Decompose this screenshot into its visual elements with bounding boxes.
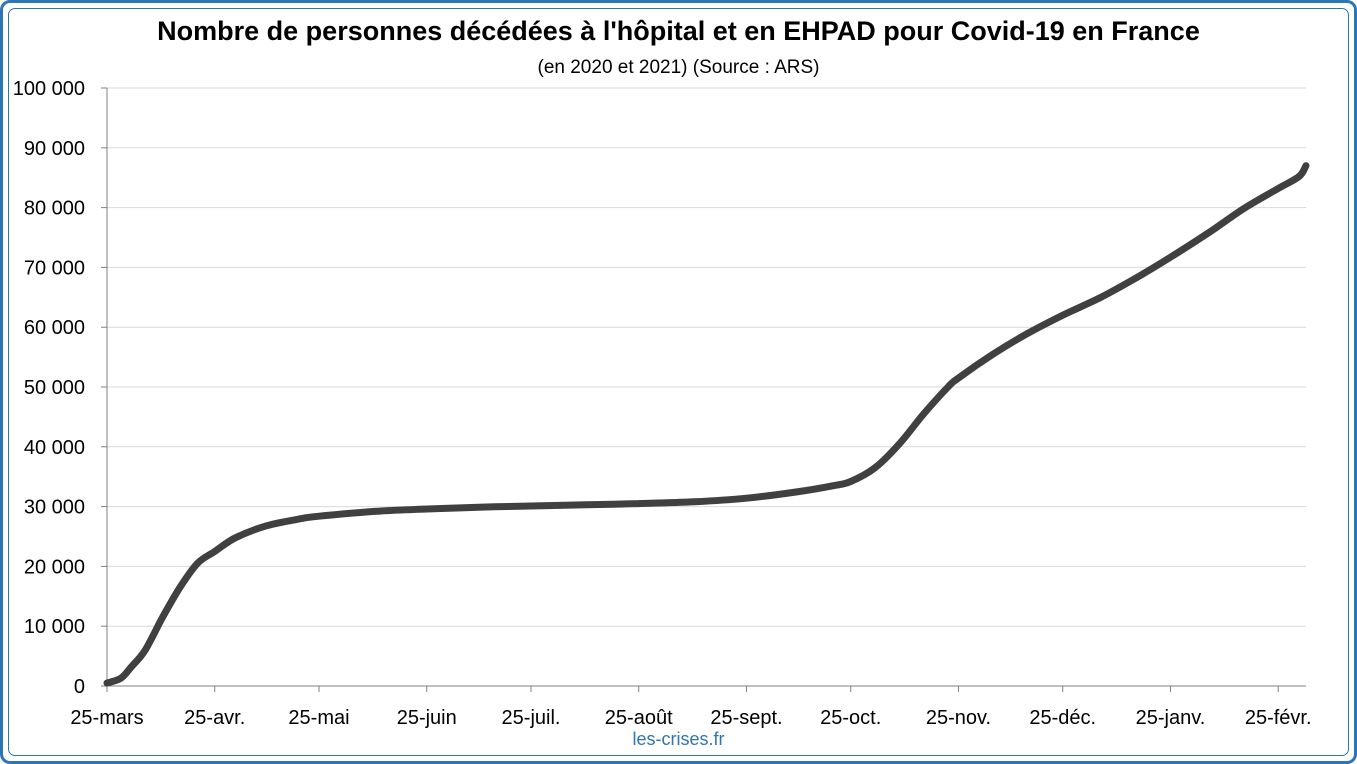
x-tick-label: 25-nov. [926, 707, 991, 729]
y-tick-label: 0 [74, 676, 85, 698]
y-tick-label: 80 000 [24, 198, 85, 220]
y-tick-label: 40 000 [24, 437, 85, 459]
y-tick-label: 50 000 [24, 377, 85, 399]
y-tick-label: 20 000 [24, 556, 85, 578]
x-tick-label: 25-oct. [820, 707, 881, 729]
y-axis-ticks: 0 10 000 20 000 30 000 40 000 50 000 60 000 70 … [13, 78, 107, 698]
y-tick-label: 10 000 [24, 616, 85, 638]
x-tick-label: 25-févr. [1245, 707, 1312, 729]
y-tick-label: 90 000 [24, 138, 85, 160]
x-tick-label: 25-sept. [710, 707, 782, 729]
gridlines [107, 87, 1306, 627]
y-tick-label: 100 000 [13, 78, 85, 100]
series-group [103, 162, 1310, 687]
x-tick-label: 25-août [605, 707, 673, 729]
x-tick-label: 25-avr. [184, 707, 245, 729]
source-credit: les-crises.fr [632, 729, 725, 749]
y-tick-label: 70 000 [24, 257, 85, 279]
chart-subtitle: (en 2020 et 2021) (Source : ARS) [537, 57, 820, 78]
x-tick-label: 25-déc. [1029, 707, 1096, 729]
chart-frame-inner [8, 8, 1349, 756]
x-tick-label: 25-janv. [1136, 707, 1206, 729]
chart-title: Nombre de personnes décédées à l'hôpital… [157, 16, 1200, 46]
x-axis-ticks: 25-mars 25-avr. 25-mai 25-juin 25-juil. 25-ao… [70, 686, 1312, 729]
y-tick-label: 30 000 [24, 497, 85, 519]
series-line [103, 162, 1310, 687]
y-tick-label: 60 000 [24, 317, 85, 339]
x-tick-label: 25-mars [70, 707, 143, 729]
x-tick-label: 25-juin [397, 707, 457, 729]
x-tick-label: 25-juil. [502, 707, 561, 729]
x-tick-label: 25-mai [288, 707, 349, 729]
